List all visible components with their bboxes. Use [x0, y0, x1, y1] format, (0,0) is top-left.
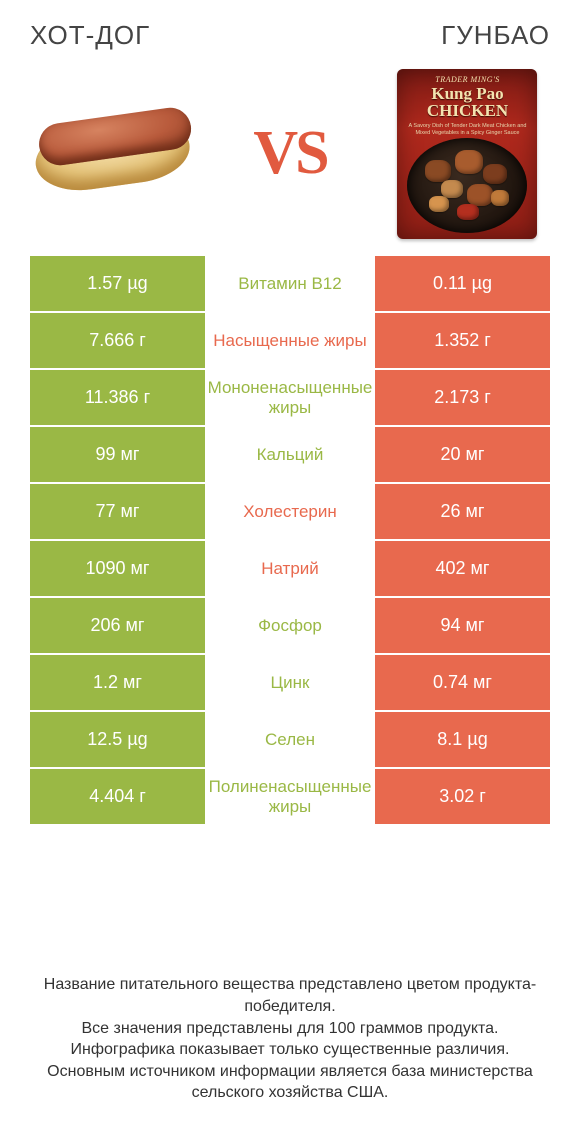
left-value: 206 мг	[30, 598, 205, 653]
footer-line: Инфографика показывает только существенн…	[30, 1039, 550, 1061]
nutrient-label: Холестерин	[205, 484, 375, 539]
nutrient-label: Фосфор	[205, 598, 375, 653]
table-row: 1090 мгНатрий402 мг	[30, 541, 550, 596]
nutrient-label: Селен	[205, 712, 375, 767]
infographic-root: ХОТ-ДОГ ГУНБАО VS TRADER MING'S Kung Pao…	[0, 0, 580, 1144]
nutrient-label: Цинк	[205, 655, 375, 710]
right-value: 94 мг	[375, 598, 550, 653]
right-value: 0.74 мг	[375, 655, 550, 710]
right-title: ГУНБАО	[290, 20, 550, 51]
table-row: 12.5 µgСелен8.1 µg	[30, 712, 550, 767]
table-row: 7.666 гНасыщенные жиры1.352 г	[30, 313, 550, 368]
footer-line: Все значения представлены для 100 граммо…	[30, 1018, 550, 1040]
right-value: 26 мг	[375, 484, 550, 539]
title-row: ХОТ-ДОГ ГУНБАО	[0, 0, 580, 61]
left-value: 7.666 г	[30, 313, 205, 368]
footer-notes: Название питательного вещества представл…	[0, 954, 580, 1144]
table-row: 1.2 мгЦинк0.74 мг	[30, 655, 550, 710]
table-row: 11.386 гМононенасыщенные жиры2.173 г	[30, 370, 550, 425]
right-value: 20 мг	[375, 427, 550, 482]
left-value: 1.57 µg	[30, 256, 205, 311]
right-value: 1.352 г	[375, 313, 550, 368]
vs-label: VS	[253, 118, 326, 189]
food-chunk	[491, 190, 509, 206]
package-subtitle: A Savory Dish of Tender Dark Meat Chicke…	[405, 123, 529, 137]
food-chunk	[429, 196, 449, 212]
comparison-table: 1.57 µgВитамин B120.11 µg7.666 гНасыщенн…	[0, 256, 580, 826]
food-chunk	[425, 160, 451, 182]
left-value: 1.2 мг	[30, 655, 205, 710]
footer-line: Название питательного вещества представл…	[30, 974, 550, 1017]
left-value: 1090 мг	[30, 541, 205, 596]
table-row: 4.404 гПолиненасыщенные жиры3.02 г	[30, 769, 550, 824]
nutrient-label: Кальций	[205, 427, 375, 482]
nutrient-label: Витамин B12	[205, 256, 375, 311]
left-image	[30, 76, 195, 231]
nutrient-label: Натрий	[205, 541, 375, 596]
hotdog-illustration	[30, 103, 195, 204]
left-value: 12.5 µg	[30, 712, 205, 767]
right-value: 8.1 µg	[375, 712, 550, 767]
food-chunk	[483, 164, 507, 184]
food-chunk	[457, 204, 479, 220]
left-title: ХОТ-ДОГ	[30, 20, 290, 51]
nutrient-label: Мононенасыщенные жиры	[205, 370, 375, 425]
right-value: 402 мг	[375, 541, 550, 596]
nutrient-label: Полиненасыщенные жиры	[205, 769, 375, 824]
right-value: 3.02 г	[375, 769, 550, 824]
food-chunk	[455, 150, 483, 174]
right-image: TRADER MING'S Kung Pao CHICKEN A Savory …	[385, 76, 550, 231]
food-chunk	[441, 180, 463, 198]
right-value: 2.173 г	[375, 370, 550, 425]
table-row: 99 мгКальций20 мг	[30, 427, 550, 482]
hero-row: VS TRADER MING'S Kung Pao CHICKEN A Savo…	[0, 61, 580, 256]
table-row: 1.57 µgВитамин B120.11 µg	[30, 256, 550, 311]
left-value: 11.386 г	[30, 370, 205, 425]
table-row: 206 мгФосфор94 мг	[30, 598, 550, 653]
package-bowl	[407, 138, 527, 233]
left-value: 99 мг	[30, 427, 205, 482]
package-product-name: Kung Pao CHICKEN	[405, 85, 529, 121]
package-brand: TRADER MING'S	[405, 75, 529, 84]
left-value: 77 мг	[30, 484, 205, 539]
kungpao-package: TRADER MING'S Kung Pao CHICKEN A Savory …	[397, 69, 537, 239]
nutrient-label: Насыщенные жиры	[205, 313, 375, 368]
table-row: 77 мгХолестерин26 мг	[30, 484, 550, 539]
footer-line: Основным источником информации является …	[30, 1061, 550, 1104]
left-value: 4.404 г	[30, 769, 205, 824]
right-value: 0.11 µg	[375, 256, 550, 311]
food-chunk	[467, 184, 493, 206]
